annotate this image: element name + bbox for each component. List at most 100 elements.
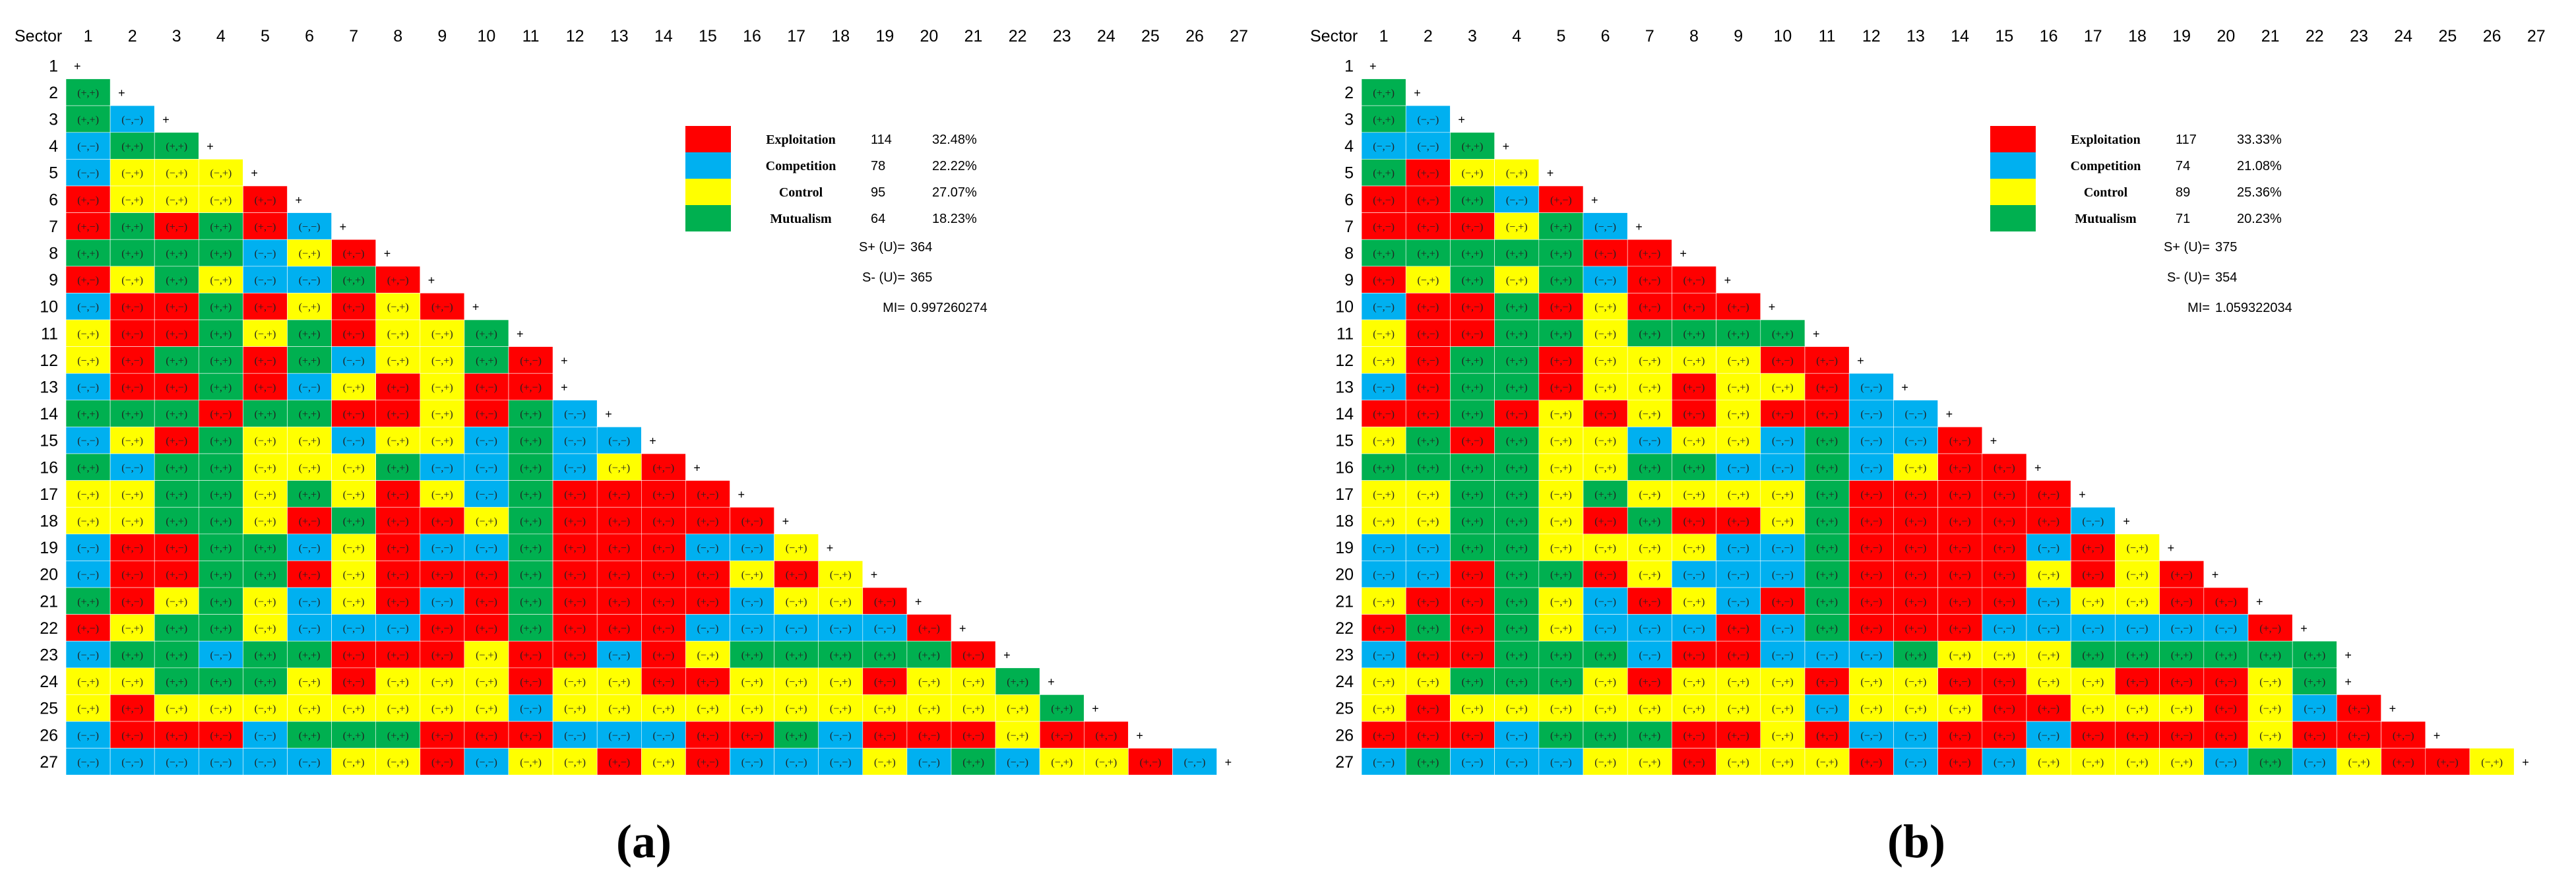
cell-label-5-3: (−,+) (1462, 168, 1484, 179)
diagonal-mark-23: + (1003, 649, 1011, 662)
cell-label-8-3: (+,+) (166, 249, 187, 260)
row-header-18: 18 (40, 512, 58, 531)
cell-22-19 (862, 614, 908, 642)
cell-label-2-1: (+,+) (1373, 88, 1395, 99)
cell-label-22-12: (+,−) (564, 623, 586, 634)
cell-9-3 (1450, 266, 1495, 293)
cell-label-12-1: (−,+) (77, 355, 99, 367)
cell-label-20-13: (+,−) (608, 570, 630, 581)
cell-22-8 (375, 614, 421, 642)
row-header-3: 3 (1344, 111, 1354, 129)
cell-7-4 (1494, 212, 1540, 240)
cell-label-21-9: (−,−) (1728, 596, 1749, 607)
cell-label-8-4: (+,+) (1506, 249, 1528, 260)
cell-20-10 (464, 561, 509, 588)
cell-label-25-3: (−,+) (1462, 704, 1484, 715)
cell-label-18-10: (−,+) (1772, 516, 1794, 528)
column-header-24: 24 (2394, 27, 2412, 46)
cell-label-25-2: (+,−) (121, 704, 143, 715)
cell-label-19-17: (−,+) (786, 543, 807, 554)
cell-label-5-2: (−,+) (121, 168, 143, 179)
cell-17-4 (198, 480, 243, 508)
cell-7-6 (1583, 212, 1628, 240)
cell-label-15-8: (−,+) (1683, 436, 1705, 447)
diagonal-mark-14: + (1946, 408, 1953, 421)
diagonal-mark-26: + (2434, 729, 2441, 742)
cell-25-3 (1450, 694, 1495, 722)
cell-label-11-2: (+,−) (121, 328, 143, 340)
row-header-6: 6 (49, 191, 58, 209)
column-header-27: 27 (2527, 27, 2546, 46)
cell-11-5 (243, 319, 288, 347)
cell-label-23-2: (+,+) (121, 650, 143, 661)
cell-label-26-3: (+,−) (166, 730, 187, 741)
cell-label-22-5: (−,+) (1550, 623, 1572, 634)
cell-label-22-12: (+,−) (1860, 623, 1882, 634)
cell-20-14 (1937, 561, 1983, 588)
cell-18-10 (464, 506, 509, 535)
cell-label-26-23: (+,−) (2348, 730, 2370, 741)
cell-26-16 (2026, 721, 2071, 748)
cell-12-1 (65, 346, 111, 374)
stat-value-2: 1.059322034 (2215, 301, 2292, 315)
cell-label-22-17: (−,−) (786, 623, 807, 634)
cell-label-13-3: (+,+) (1462, 382, 1484, 394)
stat-value-2: 0.997260274 (910, 301, 988, 315)
cell-label-23-9: (+,−) (431, 650, 453, 661)
cell-21-6 (1583, 587, 1628, 615)
diagonal-mark-13: + (1901, 381, 1908, 394)
cell-13-8 (375, 373, 421, 401)
cell-5-3 (1450, 159, 1495, 187)
diagonal-mark-7: + (340, 220, 347, 233)
cell-label-23-15: (−,+) (1994, 650, 2015, 661)
cell-label-11-9: (−,+) (431, 328, 453, 340)
cell-22-3 (1450, 614, 1495, 642)
cell-22-16 (2026, 614, 2071, 642)
cell-12-11 (1804, 346, 1850, 374)
cell-20-14 (641, 561, 686, 588)
cell-label-16-3: (+,+) (1462, 462, 1484, 473)
cell-label-20-16: (−,+) (2038, 570, 2059, 581)
cell-label-17-16: (+,−) (2038, 489, 2059, 501)
legend-swatch-mutualism (685, 205, 731, 231)
cell-label-11-4: (+,+) (1506, 328, 1528, 340)
cell-label-17-13: (+,−) (608, 489, 630, 501)
cell-23-8 (1672, 640, 1716, 669)
cell-24-18 (818, 667, 864, 695)
row-header-2: 2 (49, 84, 58, 102)
cell-label-24-19: (+,−) (874, 677, 896, 688)
cell-17-5 (1538, 480, 1584, 508)
cell-26-15 (1982, 721, 2027, 748)
cell-label-14-9: (−,+) (1728, 409, 1749, 420)
cell-label-17-2: (−,+) (121, 489, 143, 501)
cell-20-3 (154, 561, 199, 588)
cell-label-24-4: (+,+) (210, 677, 232, 688)
diagonal-mark-24: + (1048, 675, 1055, 688)
cell-20-18 (818, 561, 864, 588)
cell-26-22 (2292, 721, 2337, 748)
cell-label-25-9: (−,+) (431, 704, 453, 715)
cell-label-12-2: (+,−) (121, 355, 143, 367)
cell-label-27-8: (−,+) (387, 757, 409, 768)
cell-label-16-7: (−,+) (343, 462, 365, 473)
cell-label-22-5: (−,+) (255, 623, 276, 634)
cell-26-19 (862, 721, 908, 748)
cell-label-11-9: (+,+) (1728, 328, 1749, 340)
cell-label-23-5: (+,+) (255, 650, 276, 661)
cell-label-19-15: (−,−) (697, 543, 719, 554)
cell-13-7 (331, 373, 377, 401)
cell-25-17 (774, 694, 819, 722)
cell-11-6 (287, 319, 332, 347)
cell-26-9 (420, 721, 465, 748)
cell-label-15-12: (−,−) (1860, 436, 1882, 447)
cell-11-3 (154, 319, 199, 347)
cell-21-2 (1405, 587, 1451, 615)
cell-16-13 (596, 453, 642, 481)
cell-25-19 (2159, 694, 2205, 722)
diagonal-mark-8: + (1680, 247, 1687, 260)
diagonal-mark-6: + (1591, 193, 1598, 206)
cell-7-2 (1405, 212, 1451, 240)
cell-label-17-4: (+,+) (1506, 489, 1528, 501)
cell-label-6-4: (−,+) (210, 195, 232, 206)
cell-23-14 (1937, 640, 1983, 669)
